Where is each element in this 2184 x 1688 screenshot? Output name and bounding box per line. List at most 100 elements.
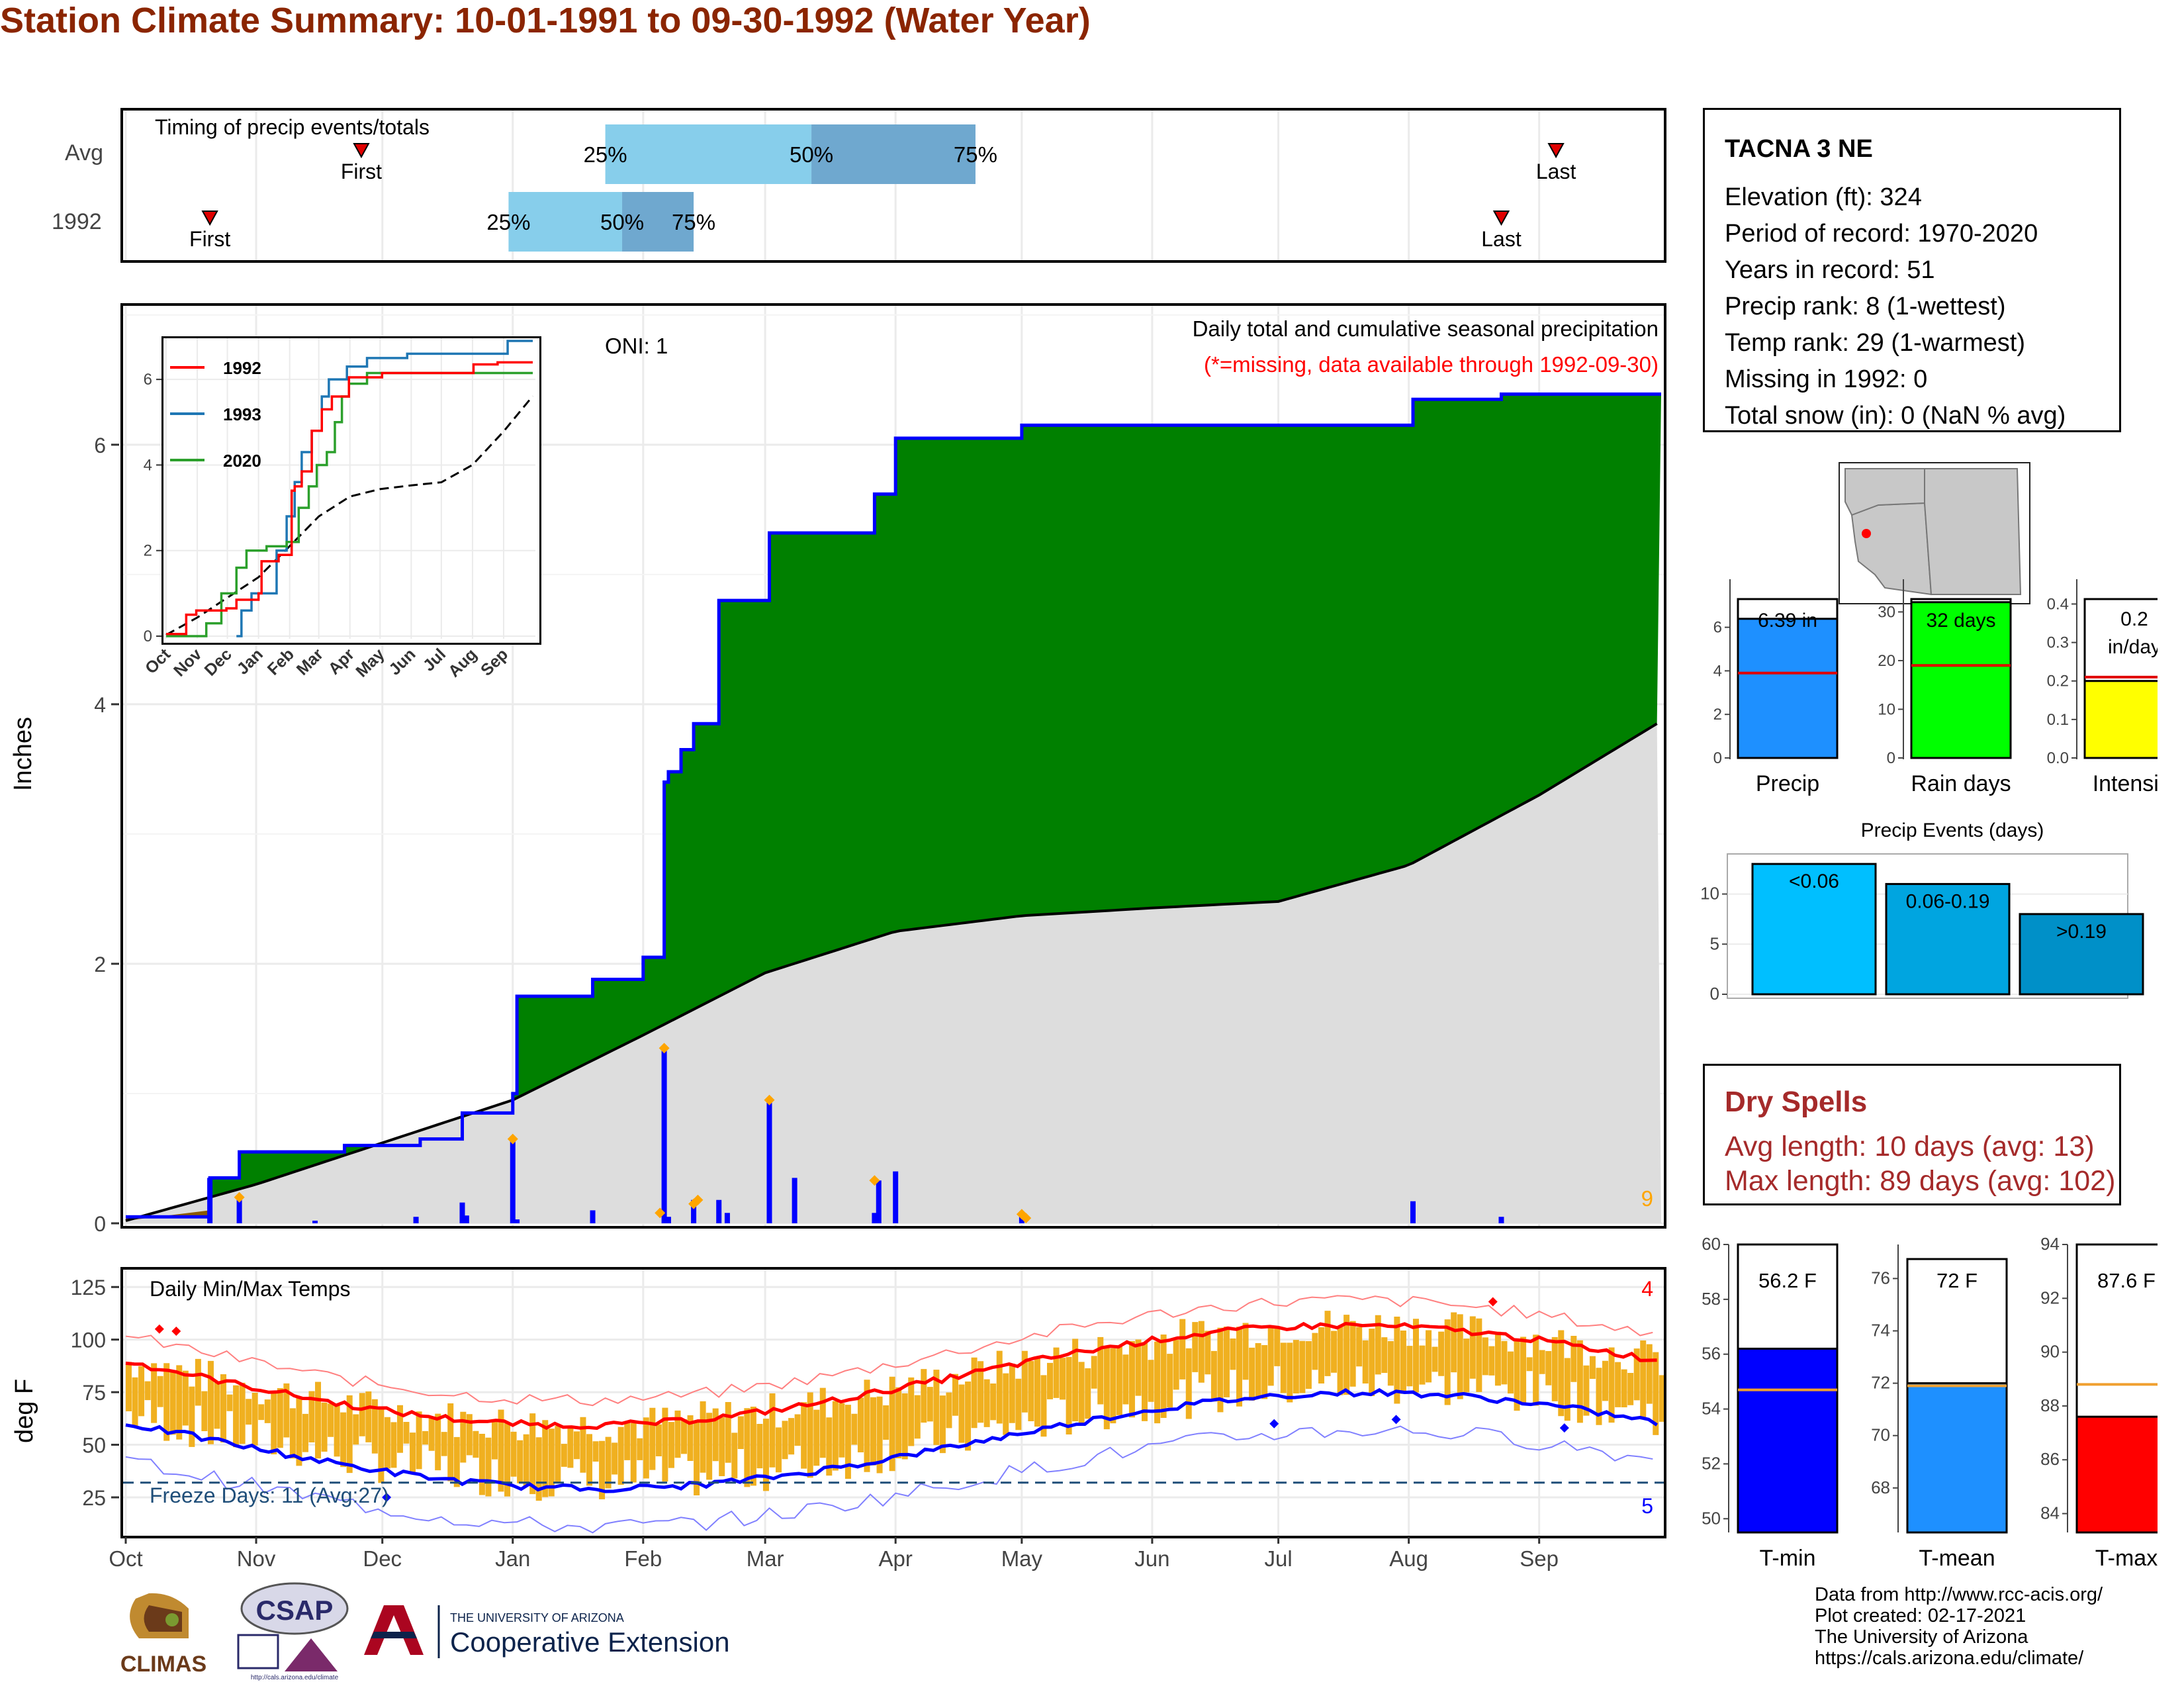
mini-bar-value: 32 days: [1926, 610, 1995, 632]
record-marker: [764, 1094, 775, 1105]
svg-text:CLIMAS: CLIMAS: [120, 1652, 206, 1677]
timing-chart: 25% 50% 75% First Last 25% 50% 75% First Last Timi…: [124, 111, 1576, 260]
temp-bar-value: 56.2 F: [1758, 1269, 1817, 1292]
timing-last-label: Last: [1481, 227, 1522, 251]
daily-precip-bar: [514, 1219, 520, 1223]
temp-bar-tick-label: 94: [2040, 1234, 2060, 1254]
mini-bar-rain-days: [1910, 601, 2012, 759]
daily-precip-bar: [872, 1213, 878, 1223]
daily-precip-bar: [1019, 1217, 1024, 1223]
timing-bar-upper: [811, 124, 976, 184]
mini-tick-label: 0.1: [2047, 711, 2069, 729]
temp-bar-tick-label: 74: [1871, 1321, 1890, 1340]
station-info-box: TACNA 3 NE Elevation (ft): 324 Period of…: [1703, 108, 2121, 432]
y-tick-label: 6: [94, 434, 106, 457]
daily-precip-bar: [236, 1197, 242, 1223]
month-label: Jun: [1134, 1546, 1169, 1571]
mini-tick-label: 0: [1887, 749, 1895, 767]
record-marker: [234, 1192, 245, 1203]
station-name: TACNA 3 NE: [1725, 135, 1873, 163]
timing-percent-label: 75%: [672, 210, 715, 234]
daily-precip-bar: [792, 1178, 797, 1223]
event-bar-label: Moderate: [1908, 1011, 1987, 1013]
event-bar-moderate: [1885, 882, 2011, 996]
event-bar-range: >0.19: [2056, 921, 2107, 943]
inset-month-label: Oct: [142, 645, 175, 678]
timing-percent-label: 75%: [954, 142, 997, 167]
daily-precip-bar: [876, 1180, 882, 1223]
inset-month-label: Jan: [234, 645, 267, 678]
temp-bar-value: 87.6 F: [2097, 1269, 2156, 1292]
month-label: Jul: [1264, 1546, 1292, 1571]
station-period: Period of record: 1970-2020: [1725, 220, 2038, 248]
record-marker: [688, 1198, 700, 1209]
inset-month-label: Feb: [264, 645, 298, 679]
daily-precip-bar: [207, 1178, 213, 1223]
events-tick-label: 0: [1710, 984, 1719, 1004]
timing-percent-label: 50%: [790, 142, 833, 167]
inset-month-label: Sep: [477, 645, 512, 679]
month-label: Dec: [363, 1546, 402, 1571]
timing-last-marker: [1492, 211, 1510, 226]
inset-series-1992: [166, 361, 533, 635]
station-missing: Missing in 1992: 0: [1725, 365, 1928, 393]
record-low-count: 5: [1641, 1494, 1653, 1518]
precip-chart: ONI: 1 Daily total and cumulative seasona…: [123, 306, 1664, 1226]
temp-record-marker: [1391, 1415, 1401, 1425]
month-label: Nov: [237, 1546, 276, 1571]
month-label: Apr: [878, 1546, 912, 1571]
mini-bar-label: Intensity: [2093, 771, 2158, 796]
month-label: Sep: [1520, 1546, 1559, 1571]
mini-bar-value: in/day: [2108, 636, 2158, 658]
daily-precip-bar: [1410, 1201, 1416, 1223]
events-tick-label: 10: [1700, 884, 1719, 904]
daily-precip-bar: [1498, 1217, 1504, 1223]
temp-bar-tick-label: 90: [2040, 1342, 2060, 1362]
record-count: 9: [1641, 1186, 1653, 1211]
freeze-days-label: Freeze Days: 11 (Avg:27): [150, 1483, 389, 1507]
station-elevation: Elevation (ft): 324: [1725, 183, 1922, 211]
temp-record-marker: [171, 1326, 181, 1336]
temp-y-tick-label: 75: [82, 1381, 106, 1405]
credit-line-2: Plot created: 02-17-2021: [1815, 1605, 2026, 1626]
mini-tick-label: 0.0: [2047, 749, 2069, 767]
month-label: Oct: [109, 1546, 142, 1571]
temp-bar-t-max: [2075, 1415, 2158, 1534]
csap-logo: CSAP http://cals.arizona.edu/climate: [232, 1579, 351, 1681]
temp-bar-tick-label: 50: [1702, 1508, 1721, 1528]
daily-precip-bar: [459, 1202, 465, 1223]
month-label: Mar: [747, 1546, 784, 1571]
inset-legend-label: 2020: [223, 451, 261, 471]
credit-line-1: Data from http://www.rcc-acis.org/: [1815, 1584, 2103, 1605]
inset-month-label: Apr: [325, 645, 358, 678]
temp-bar-tick-label: 92: [2040, 1288, 2060, 1307]
precip-y-label: Inches: [9, 717, 37, 791]
timing-percent-label: 50%: [600, 210, 644, 234]
timing-last-label: Last: [1536, 160, 1576, 183]
timing-last-marker: [1547, 143, 1565, 159]
month-label: Feb: [624, 1546, 662, 1571]
events-title: Precip Events (days): [1861, 820, 2044, 841]
timing-row-label-avg: Avg: [65, 140, 103, 165]
page-title: Station Climate Summary: 10-01-1991 to 0…: [0, 1, 1091, 40]
event-bar-range: <0.06: [1789, 870, 1839, 892]
mini-bar-value: 6.39 in: [1758, 610, 1817, 632]
average-min-line: [125, 1387, 1659, 1493]
record-marker: [659, 1043, 670, 1054]
inset-y-tick-label: 4: [144, 456, 152, 474]
inset-legend-label: 1992: [223, 358, 261, 378]
temp-bar-tick-label: 58: [1702, 1289, 1721, 1309]
inset-y-tick-label: 6: [144, 371, 152, 389]
daily-precip-bar: [661, 1051, 667, 1223]
inset-month-label: Mar: [293, 645, 327, 679]
event-bar-label: Light: [1792, 1011, 1836, 1013]
temperature-bars: 50 52 54 56 58 60 56.2 F T-min 68 70 72 74 76 72 F T-m…: [1702, 1234, 2158, 1571]
mini-tick-label: 0: [1713, 749, 1722, 767]
station-precip-rank: Precip rank: 8 (1-wettest): [1725, 293, 2006, 320]
temp-record-marker: [154, 1324, 164, 1334]
map-states-north: [1844, 468, 1925, 516]
month-axis: Oct Nov Dec Jan Feb Mar Apr May Jun Jul Aug Sep: [109, 1537, 1559, 1571]
temp-y-tick-label: 25: [82, 1486, 106, 1510]
svg-text:THE UNIVERSITY OF ARIZONA: THE UNIVERSITY OF ARIZONA: [450, 1611, 624, 1624]
